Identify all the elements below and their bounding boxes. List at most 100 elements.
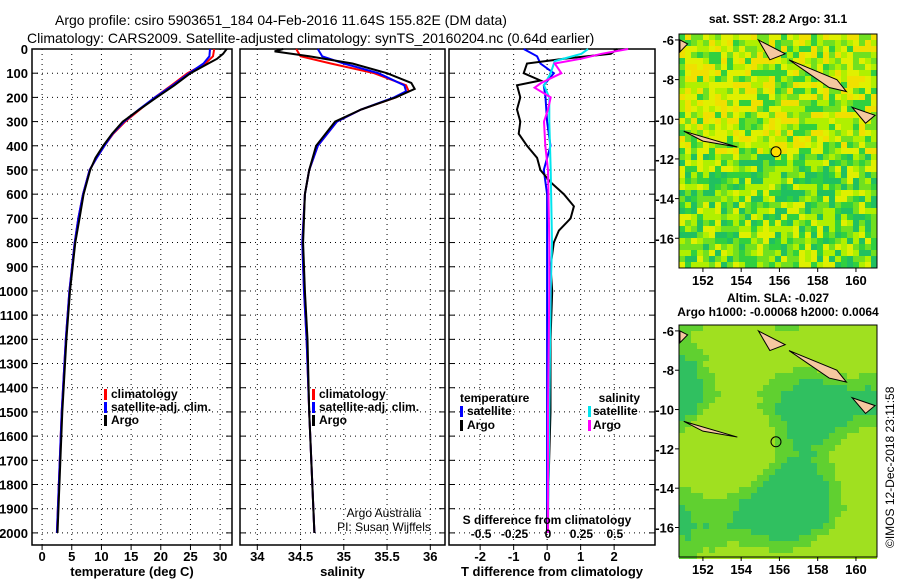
map-cell	[775, 445, 781, 451]
map-cell	[721, 541, 727, 547]
map-cell	[847, 409, 853, 415]
map-cell	[745, 385, 751, 391]
map-cell	[853, 391, 859, 397]
map-cell	[721, 355, 727, 361]
map-cell	[787, 208, 793, 214]
map-cell	[871, 262, 877, 268]
map-cell	[763, 343, 769, 349]
map-cell	[817, 232, 823, 238]
map-cell	[841, 106, 847, 112]
map-cell	[727, 70, 733, 76]
map-cell	[715, 325, 721, 331]
map-cell	[841, 154, 847, 160]
map-cell	[691, 373, 697, 379]
map-cell	[847, 433, 853, 439]
map-cell	[697, 475, 703, 481]
map-cell	[859, 505, 865, 511]
map-cell	[697, 445, 703, 451]
land-shape	[850, 396, 877, 415]
map-cell	[829, 154, 835, 160]
map-cell	[865, 106, 871, 112]
map-cell	[691, 208, 697, 214]
land-shape	[788, 350, 848, 383]
map-cell	[709, 88, 715, 94]
map-cell	[697, 106, 703, 112]
map-cell	[781, 226, 787, 232]
map-cell	[679, 397, 685, 403]
map-cell	[727, 367, 733, 373]
map-cell	[865, 373, 871, 379]
map-cell	[679, 256, 685, 262]
map-cell	[715, 124, 721, 130]
map-cell	[769, 238, 775, 244]
map-cell	[715, 160, 721, 166]
map-cell	[757, 262, 763, 268]
map-cell	[871, 160, 877, 166]
map-cell	[709, 46, 715, 52]
map-cell	[871, 517, 877, 523]
map-cell	[859, 208, 865, 214]
map-cell	[715, 34, 721, 40]
map-cell	[787, 82, 793, 88]
map-cell	[691, 349, 697, 355]
y-tick-label: 300	[6, 115, 28, 130]
map-cell	[745, 325, 751, 331]
map-cell	[697, 457, 703, 463]
map-cell	[751, 172, 757, 178]
map-cell	[757, 52, 763, 58]
map-cell	[841, 415, 847, 421]
map-cell	[733, 505, 739, 511]
map-cell	[835, 118, 841, 124]
map-cell	[817, 517, 823, 523]
map-cell	[811, 499, 817, 505]
map-cell	[745, 244, 751, 250]
map-cell	[727, 457, 733, 463]
map-cell	[703, 238, 709, 244]
map-cell	[811, 415, 817, 421]
map-cell	[751, 439, 757, 445]
map-cell	[745, 553, 751, 559]
map-cell	[745, 529, 751, 535]
map-cell	[715, 142, 721, 148]
map-cell	[811, 469, 817, 475]
map-cell	[733, 160, 739, 166]
map-cell	[691, 337, 697, 343]
map-cell	[859, 463, 865, 469]
map-cell	[703, 184, 709, 190]
map-cell	[727, 361, 733, 367]
map-cell	[799, 397, 805, 403]
map-cell	[787, 331, 793, 337]
map-cell	[787, 523, 793, 529]
map-cell	[721, 511, 727, 517]
map-cell	[769, 385, 775, 391]
map-cell	[823, 331, 829, 337]
map-cell	[721, 427, 727, 433]
x-tick-label: 34	[250, 549, 265, 564]
map-cell	[727, 244, 733, 250]
map-cell	[733, 64, 739, 70]
map-cell	[823, 421, 829, 427]
map-cell	[853, 475, 859, 481]
map-cell	[811, 457, 817, 463]
map-cell	[793, 124, 799, 130]
map-cell	[805, 118, 811, 124]
map-cell	[823, 178, 829, 184]
map-cell	[811, 82, 817, 88]
map-cell	[691, 52, 697, 58]
map-cell	[733, 256, 739, 262]
map-cell	[739, 226, 745, 232]
map-cell	[793, 148, 799, 154]
map-cell	[715, 136, 721, 142]
map-cell	[679, 361, 685, 367]
map-cell	[757, 475, 763, 481]
map-cell	[721, 214, 727, 220]
map-cell	[691, 76, 697, 82]
map-cell	[847, 64, 853, 70]
map-cell	[781, 421, 787, 427]
map-cell	[685, 190, 691, 196]
map-cell	[715, 112, 721, 118]
map-cell	[709, 58, 715, 64]
x-tick-label: -1	[508, 549, 520, 564]
map-cell	[703, 409, 709, 415]
map-cell	[841, 202, 847, 208]
